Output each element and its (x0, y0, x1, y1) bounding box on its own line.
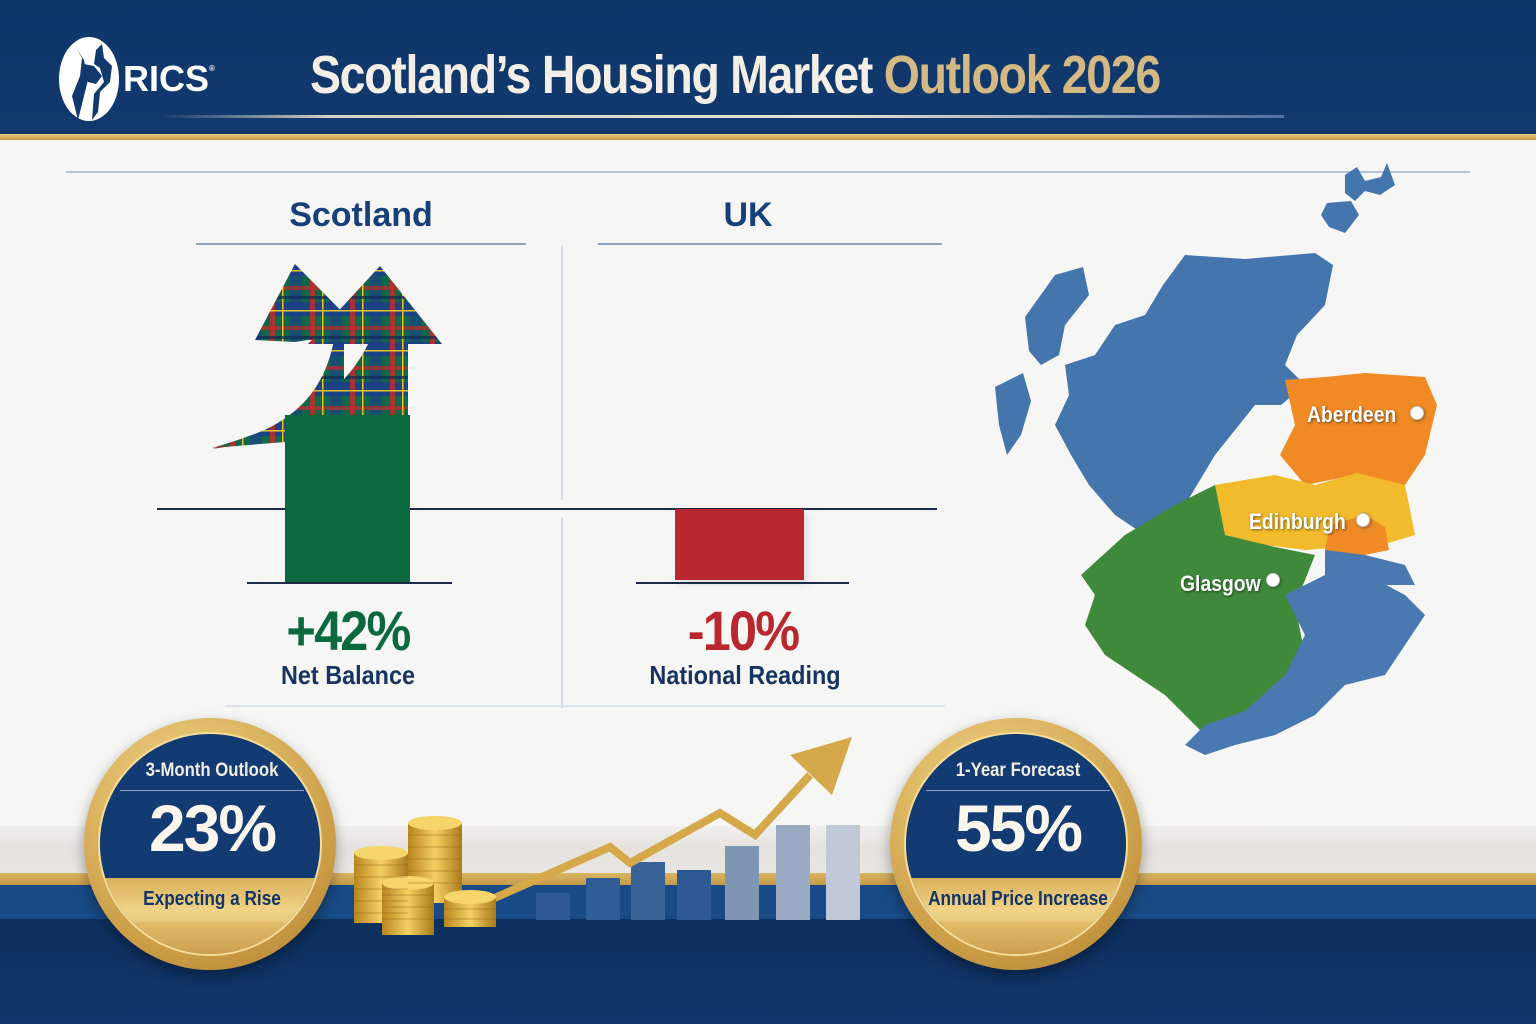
title-accent: Outlook 2026 (883, 45, 1161, 105)
uk-value: -10% (687, 599, 800, 662)
header-banner: RICS® Scotland’s Housing Market Outlook … (0, 0, 1536, 134)
uk-label: National Reading (649, 660, 841, 690)
medallion-face: 3-Month Outlook 23% Expecting a Rise (98, 732, 322, 956)
growth-bar (677, 870, 711, 920)
gold-trend-arrow-icon (488, 737, 852, 904)
title-main: Scotland’s Housing Market (310, 45, 873, 105)
section-divider (66, 171, 1470, 173)
growth-bar (776, 825, 810, 920)
medallion-subtext: Expecting a Rise (143, 888, 281, 910)
uk-heading: UK (723, 196, 773, 234)
column-divider-bottom (561, 518, 563, 708)
medallion-band-lower (906, 922, 1126, 954)
tartan-arrow-shape (212, 266, 442, 448)
scotland-value: +42% (286, 599, 411, 662)
city-label-glasgow: Glasgow (1180, 571, 1261, 596)
scotland-label: Net Balance (281, 660, 415, 690)
medallion-heading: 1-Year Forecast (955, 760, 1081, 781)
medallion-1-year-forecast: 1-Year Forecast 55% Annual Price Increas… (890, 718, 1142, 970)
city-label-aberdeen: Aberdeen (1307, 402, 1397, 427)
growth-bar (725, 846, 759, 920)
scotland-heading-rule (196, 243, 526, 245)
header-gold-divider (0, 134, 1536, 140)
column-divider-top (561, 245, 563, 500)
medallion-divider (926, 790, 1110, 791)
section-bottom-rule (225, 705, 945, 707)
medallion-subtext: Annual Price Increase (928, 888, 1108, 910)
growth-bar (586, 878, 620, 920)
title-underline (162, 115, 1284, 118)
zero-axis (157, 508, 937, 510)
coin-stacks-icon (354, 816, 496, 935)
uk-base-line (636, 582, 849, 584)
scotland-heading: Scotland (289, 196, 433, 234)
uk-bar (675, 509, 804, 580)
city-label-edinburgh: Edinburgh (1249, 509, 1346, 534)
medallion-divider (120, 790, 304, 791)
uk-heading-rule (598, 243, 942, 245)
medallion-3-month-outlook: 3-Month Outlook 23% Expecting a Rise (84, 718, 336, 970)
growth-bar (631, 862, 665, 920)
city-marker-glasgow[interactable] (1266, 573, 1280, 587)
city-marker-edinburgh[interactable] (1356, 513, 1370, 527)
medallion-heading: 3-Month Outlook (145, 760, 279, 781)
growth-bar (536, 893, 570, 920)
scotland-bar (285, 415, 410, 583)
medallion-value: 55% (954, 791, 1083, 865)
scotland-map (995, 163, 1437, 755)
medallion-face: 1-Year Forecast 55% Annual Price Increas… (904, 732, 1128, 956)
brand-name: RICS® (123, 58, 215, 99)
lion-head-icon (59, 37, 119, 121)
scotland-base-line (247, 582, 452, 584)
city-marker-aberdeen[interactable] (1410, 406, 1424, 420)
growth-bar (826, 825, 860, 920)
medallion-value: 23% (148, 791, 277, 865)
growth-bars (520, 800, 880, 920)
medallion-band-lower (100, 922, 320, 954)
page-title: Scotland’s Housing Market Outlook 2026 (310, 44, 1161, 106)
